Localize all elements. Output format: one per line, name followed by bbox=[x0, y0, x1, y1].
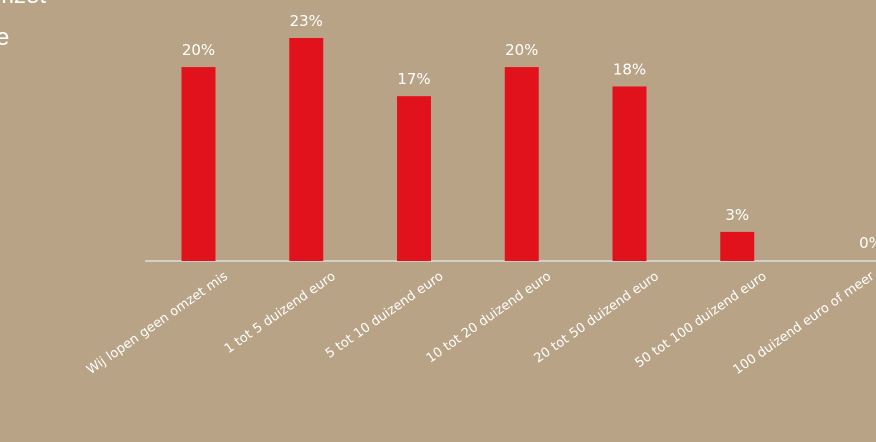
value-label-7: 0% bbox=[859, 234, 876, 252]
value-label-1: 20% bbox=[182, 41, 215, 59]
bar-6 bbox=[720, 231, 755, 261]
bars-group bbox=[181, 38, 755, 261]
title-fragment-line2: e bbox=[0, 24, 10, 51]
bar-4 bbox=[504, 67, 539, 261]
value-label-6: 3% bbox=[725, 206, 749, 224]
category-label-3: 5 tot 10 duizend euro bbox=[323, 269, 446, 362]
bar-5 bbox=[612, 86, 647, 261]
category-label-1: Wij lopen geen omzet mis bbox=[84, 269, 231, 378]
category-label-2: 1 tot 5 duizend euro bbox=[222, 269, 339, 357]
bar-2 bbox=[289, 38, 324, 261]
value-label-4: 20% bbox=[505, 41, 538, 59]
bar-3 bbox=[397, 96, 431, 261]
value-label-2: 23% bbox=[290, 12, 323, 30]
title-fragment-line1: mzet bbox=[0, 0, 46, 10]
value-label-5: 18% bbox=[613, 60, 646, 78]
value-labels-group: 20% 23% 17% 20% 18% 3% 0% bbox=[182, 12, 876, 252]
bar-1 bbox=[181, 67, 216, 261]
value-label-3: 17% bbox=[397, 70, 430, 88]
